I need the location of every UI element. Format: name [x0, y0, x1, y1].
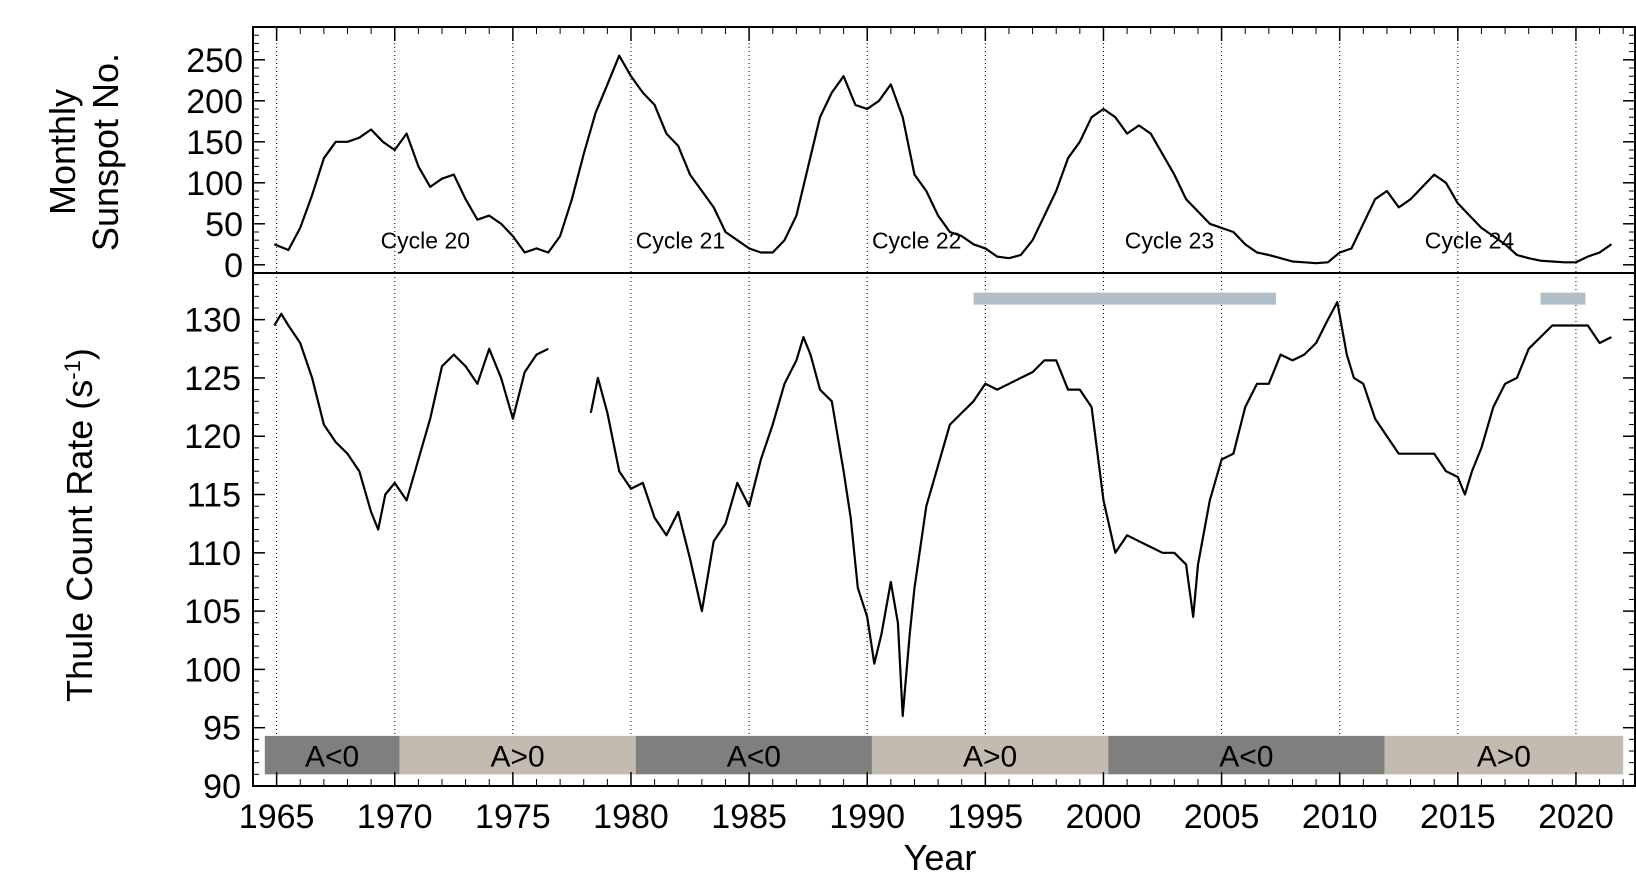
cycle-label: Cycle 22	[872, 227, 961, 253]
sunspot-series	[273, 54, 1613, 265]
highlight-bar	[1540, 292, 1586, 305]
x-axis-label: Year	[904, 837, 977, 878]
y-tick-label: 0	[224, 247, 243, 285]
polarity-band	[399, 735, 636, 775]
x-tick-label: 1975	[475, 798, 551, 836]
y-tick-label: 90	[203, 768, 241, 806]
y-tick-label: 105	[184, 593, 241, 631]
bottom-ylabel-close: )	[59, 348, 100, 360]
count-rate-series	[273, 301, 1612, 718]
top-ylabel-line2: Sunspot No.	[85, 53, 126, 251]
x-tick-label: 1965	[239, 798, 315, 836]
bottom-ylabel: Thule Count Rate (s-1)	[59, 348, 100, 702]
y-tick-label: 250	[186, 42, 243, 80]
x-tick-label: 1985	[711, 798, 787, 836]
polarity-label: A<0	[1219, 740, 1273, 773]
count-rate-line	[273, 312, 549, 531]
x-tick-label: 1970	[357, 798, 433, 836]
y-tick-label: 130	[184, 302, 241, 340]
x-tick-label: 2015	[1420, 798, 1496, 836]
bottom-ylabel-main: Thule Count Rate (s	[59, 380, 100, 702]
cycle-labels: Cycle 20 Cycle 21 Cycle 22 Cycle 23 Cycle 24	[381, 227, 1515, 253]
top-gridlines	[276, 27, 1577, 273]
y-tick-label: 95	[203, 710, 241, 748]
bottom-ylabel-sup: -1	[60, 360, 85, 380]
bottom-x-ticks: 1965 1970 1975 1980 1985 1990 1995 2000 2005 2010…	[239, 27, 1624, 836]
cycle-label: Cycle 23	[1125, 227, 1214, 253]
highlight-bars	[973, 292, 1586, 305]
y-tick-label: 120	[184, 418, 241, 456]
count-rate-line	[589, 301, 1612, 718]
bottom-panel-frame	[252, 272, 1636, 787]
polarity-band	[635, 735, 872, 775]
x-tick-label: 1990	[829, 798, 905, 836]
polarity-label: A<0	[727, 740, 781, 773]
highlight-bar	[973, 292, 1276, 305]
polarity-band	[871, 735, 1109, 775]
polarity-band	[1108, 735, 1385, 775]
top-ylabel-line1: Monthly	[42, 89, 83, 215]
polarity-label: A<0	[305, 740, 359, 773]
y-tick-label: 100	[184, 651, 241, 689]
x-tick-label: 2000	[1066, 798, 1142, 836]
y-tick-label: 110	[187, 535, 241, 573]
x-tick-label: 2010	[1302, 798, 1378, 836]
cycle-label: Cycle 20	[381, 227, 470, 253]
sunspot-line	[273, 54, 1613, 265]
x-tick-label: 1980	[593, 798, 669, 836]
bottom-gridlines	[276, 273, 1577, 786]
polarity-label: A>0	[963, 740, 1017, 773]
polarity-band	[1384, 735, 1624, 775]
bottom-y-ticks: 90 95 100 105 110 115 120 125 130	[184, 284, 1635, 806]
y-tick-label: 115	[187, 477, 241, 515]
x-tick-label: 2005	[1184, 798, 1260, 836]
y-tick-label: 200	[186, 83, 243, 121]
y-tick-label: 100	[186, 165, 243, 203]
polarity-label: A>0	[490, 740, 544, 773]
polarity-bands: A<0 A>0 A<0 A>0 A<0 A>0	[264, 735, 1624, 775]
polarity-label: A>0	[1477, 740, 1531, 773]
polarity-band	[264, 735, 400, 775]
cycle-label: Cycle 21	[636, 227, 725, 253]
x-tick-label: 1995	[948, 798, 1024, 836]
y-tick-label: 125	[184, 360, 241, 398]
x-tick-label: 2020	[1538, 798, 1614, 836]
y-tick-label: 50	[205, 206, 243, 244]
y-tick-label: 150	[186, 124, 243, 162]
